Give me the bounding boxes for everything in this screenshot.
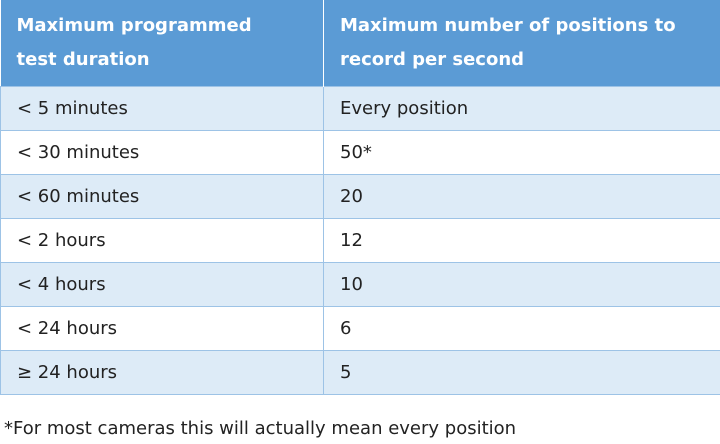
table-row: ≥ 24 hours 5 [0,350,720,395]
header-cell: Maximum number of positions to record pe… [323,0,720,87]
table-cell: 50* [323,130,720,175]
data-table: Maximum programmed test duration Maximum… [0,0,720,395]
footnote: *For most cameras this will actually mea… [4,418,517,439]
table-cell: < 4 hours [0,262,324,307]
table-row: < 30 minutes 50* [0,130,720,175]
table-cell: < 5 minutes [0,86,324,131]
table-cell: 5 [323,350,720,395]
header-text: Maximum number of positions to record pe… [340,15,676,70]
table-cell: < 24 hours [0,306,324,351]
table-row: < 24 hours 6 [0,306,720,351]
table-row: < 5 minutes Every position [0,86,720,131]
header-row: Maximum programmed test duration Maximum… [0,0,720,87]
table-cell: 10 [323,262,720,307]
table-cell: ≥ 24 hours [0,350,324,395]
table-cell: 12 [323,218,720,263]
table-body: < 5 minutes Every position < 30 minutes 50*… [0,86,720,395]
table-row: < 60 minutes 20 [0,174,720,219]
header-text: Maximum programmed test duration [16,15,252,70]
table-cell: 20 [323,174,720,219]
table-row: < 4 hours 10 [0,262,720,307]
header-cell: Maximum programmed test duration [0,0,324,87]
table-row: < 2 hours 12 [0,218,720,263]
table-cell: < 60 minutes [0,174,324,219]
table-cell: < 30 minutes [0,130,324,175]
table-cell: 6 [323,306,720,351]
table-cell: < 2 hours [0,218,324,263]
table-cell: Every position [323,86,720,131]
